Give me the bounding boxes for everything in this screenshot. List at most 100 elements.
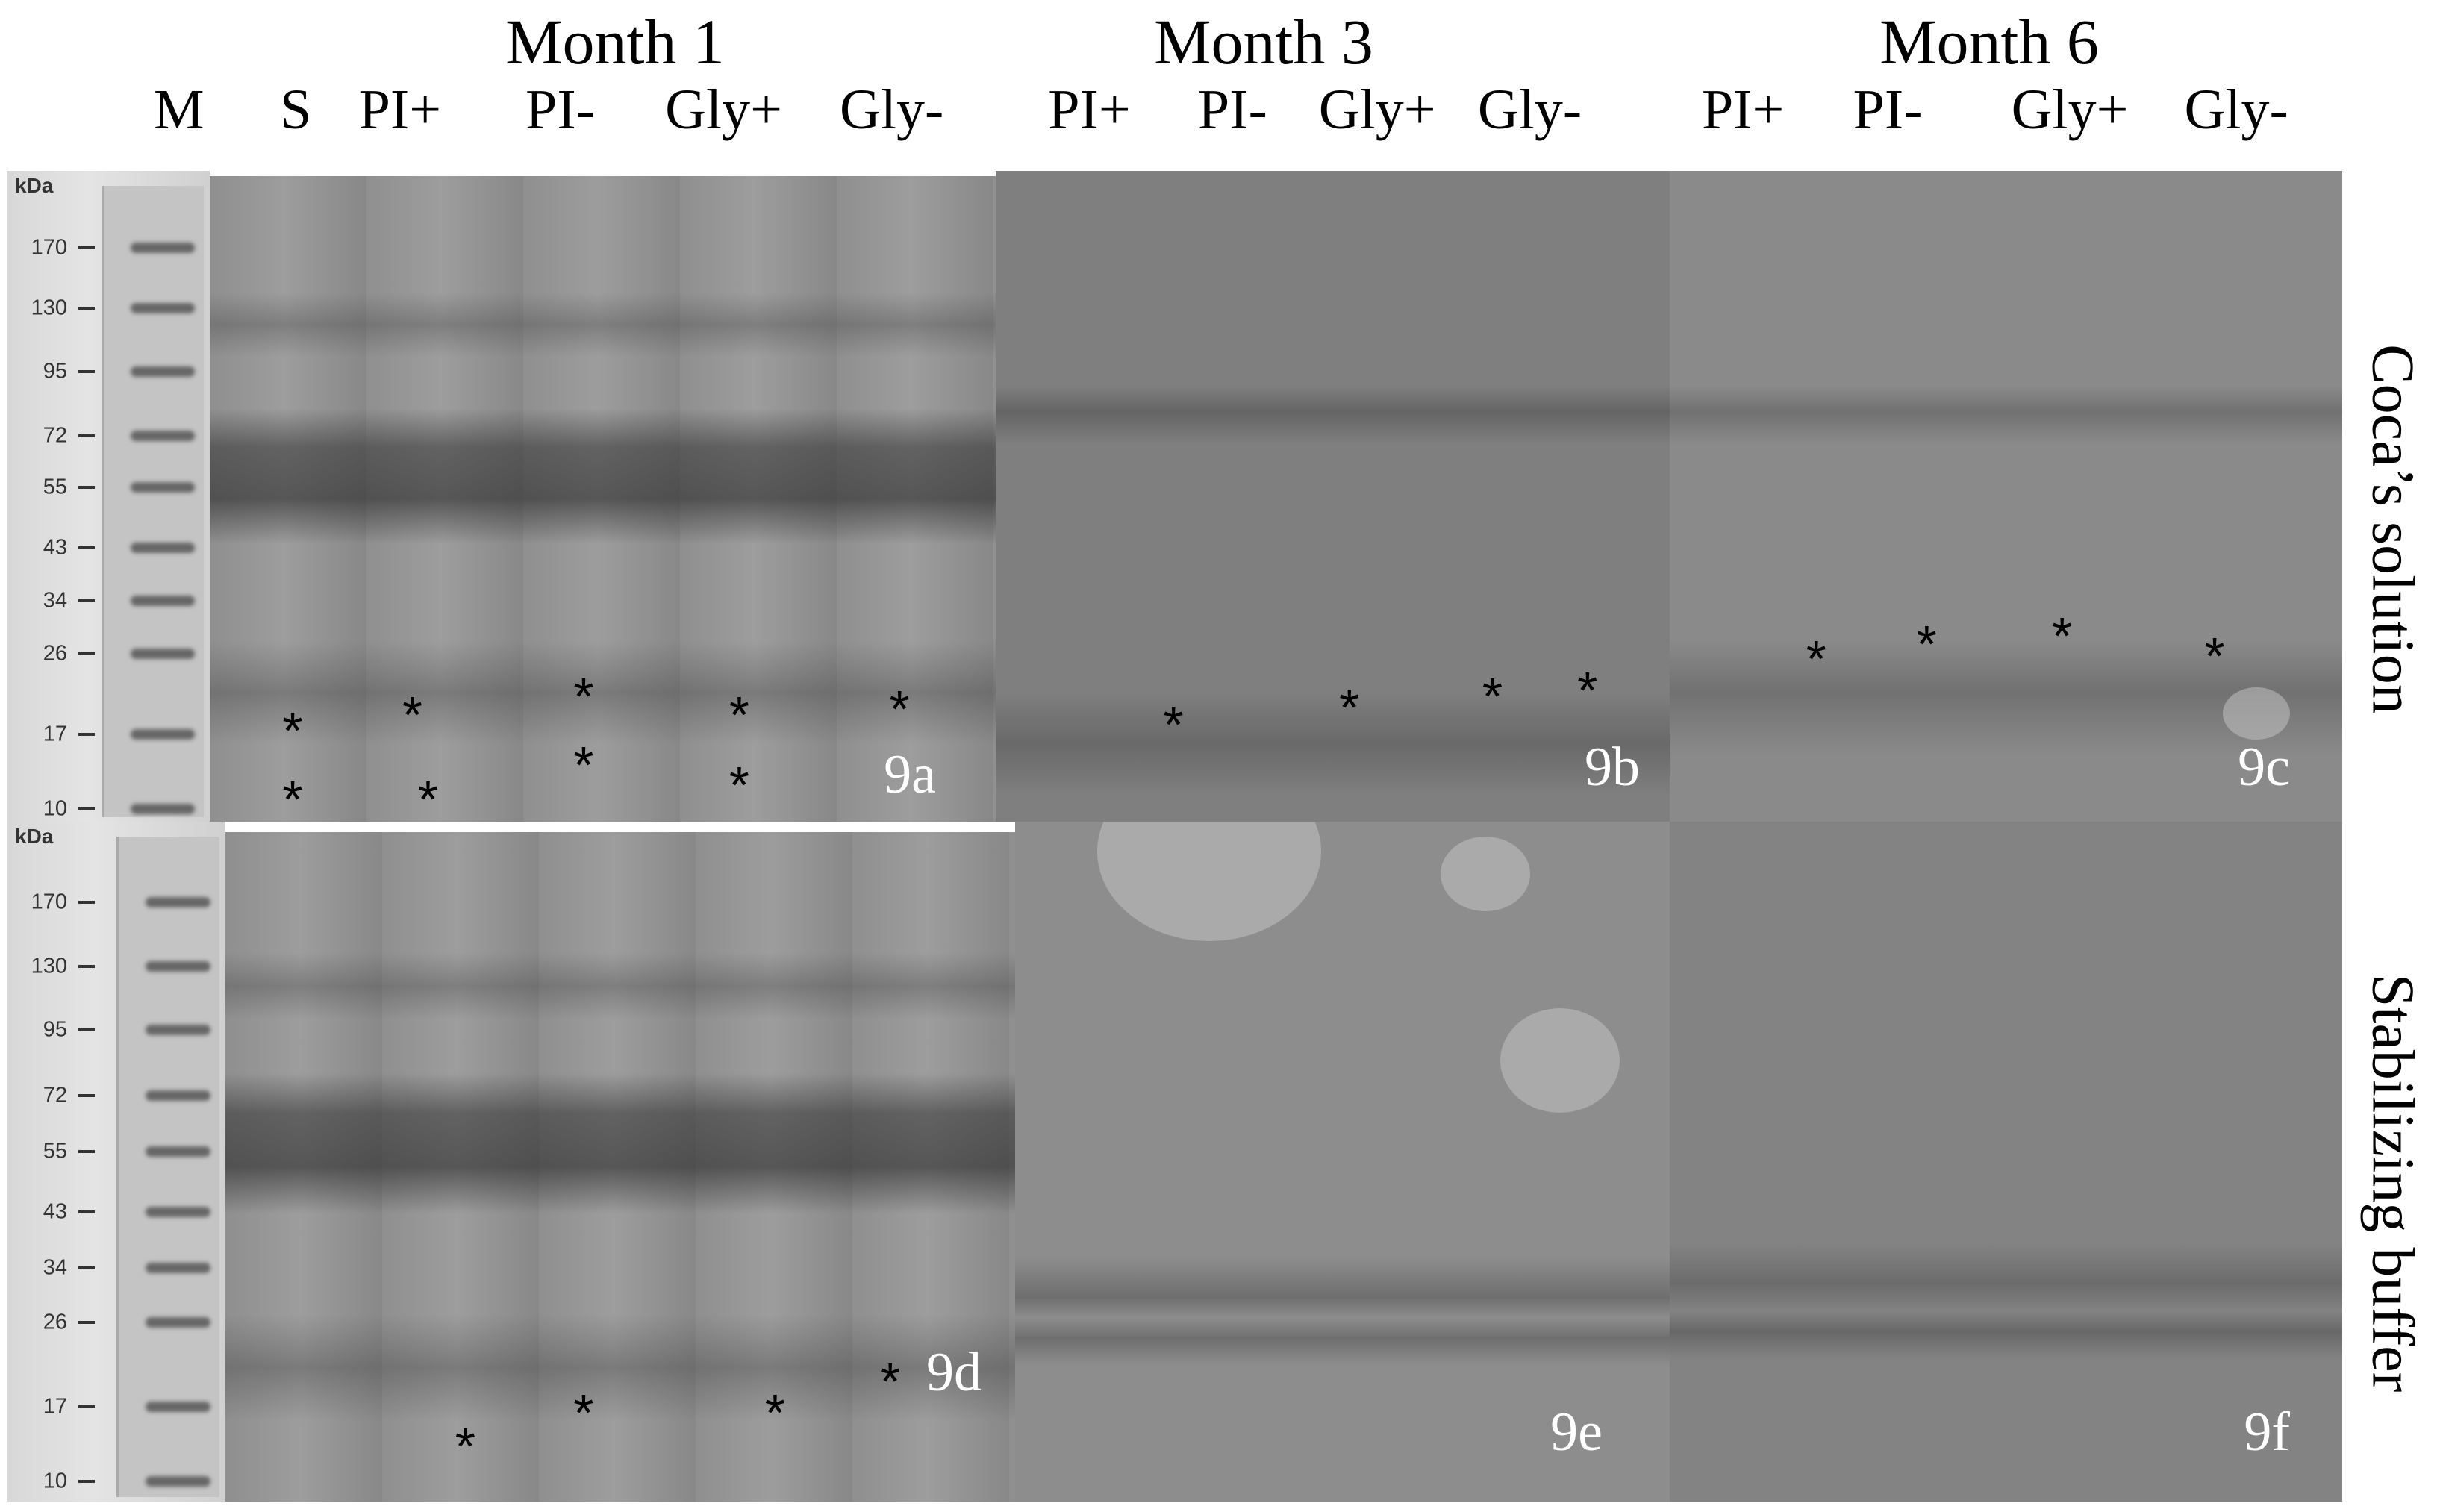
- lane-label: S: [280, 78, 312, 141]
- asterisk-marker: *: [728, 756, 749, 815]
- asterisk-marker: *: [889, 680, 910, 739]
- panel-label-9d: 9d: [926, 1342, 982, 1403]
- marker-band: [146, 1401, 210, 1412]
- asterisk-marker: *: [764, 1383, 785, 1442]
- asterisk-marker: *: [1163, 695, 1184, 754]
- asterisk-marker: *: [879, 1352, 901, 1411]
- asterisk-marker: *: [1916, 614, 1937, 673]
- lane-label: PI-: [1853, 78, 1923, 141]
- marker-size-label: 10: [43, 1469, 67, 1493]
- marker-band: [146, 897, 210, 908]
- header-month-3: Month 3: [1154, 6, 1373, 78]
- marker-band: [146, 1090, 210, 1101]
- gel-panel-9b: 9b: [996, 171, 1670, 822]
- marker-band: [131, 481, 195, 493]
- marker-size-label: 26: [43, 1310, 67, 1334]
- gel-panel-9a: 9a: [210, 176, 996, 822]
- marker-tick: [78, 1028, 95, 1032]
- lane-label: PI+: [358, 78, 442, 141]
- lane-label: PI-: [1197, 78, 1267, 141]
- kda-unit-label: kDa: [15, 174, 54, 197]
- marker-tick: [78, 1093, 95, 1097]
- marker-band: [131, 302, 195, 313]
- asterisk-marker: *: [573, 736, 594, 795]
- marker-band: [146, 1475, 210, 1487]
- marker-size-label: 17: [43, 722, 67, 746]
- lane-label: PI+: [1701, 78, 1785, 141]
- marker-size-label: 17: [43, 1394, 67, 1419]
- marker-size-label: 26: [43, 641, 67, 666]
- marker-tick: [78, 306, 95, 310]
- asterisk-marker: *: [282, 702, 303, 760]
- marker-band: [131, 430, 195, 441]
- lane-label: Gly-: [2184, 78, 2288, 141]
- marker-size-label: 10: [43, 796, 67, 821]
- marker-band: [146, 960, 210, 972]
- marker-tick: [78, 733, 95, 737]
- marker-band: [146, 1146, 210, 1157]
- marker-band: [131, 729, 195, 740]
- lane-label: PI+: [1048, 78, 1131, 141]
- marker-tick: [78, 485, 95, 489]
- asterisk-marker: *: [1577, 661, 1598, 720]
- gel-panel-9c: 9c: [1670, 171, 2342, 822]
- asterisk-marker: *: [282, 770, 303, 828]
- marker-size-label: 55: [43, 1139, 67, 1163]
- lane-label: Gly+: [2011, 78, 2129, 141]
- lane-label: Gly-: [1477, 78, 1582, 141]
- marker-size-label: 130: [31, 954, 67, 978]
- panel-label-9a: 9a: [884, 744, 936, 805]
- marker-band: [131, 366, 195, 378]
- gel-panel-9e: 9e: [1015, 822, 1670, 1502]
- lane-label: Gly+: [665, 78, 782, 141]
- marker-size-label: 55: [43, 475, 67, 499]
- asterisk-marker: *: [2052, 607, 2073, 666]
- marker-tick: [78, 807, 95, 811]
- asterisk-marker: *: [402, 686, 423, 745]
- asterisk-marker: *: [1806, 630, 1826, 689]
- gel-panel-9d: 9d: [225, 832, 1015, 1502]
- marker-band: [131, 242, 195, 253]
- marker-band: [131, 595, 195, 606]
- marker-tick: [78, 1266, 95, 1270]
- marker-size-label: 43: [43, 1199, 67, 1224]
- marker-size-label: 34: [43, 588, 67, 613]
- marker-tick: [78, 1210, 95, 1214]
- marker-tick: [78, 1149, 95, 1153]
- marker-ladder-bottom: kDa 170 130 95 72 55 43 34 26 17 10: [7, 822, 225, 1502]
- asterisk-marker: *: [1339, 678, 1360, 737]
- lane-label: PI-: [525, 78, 596, 141]
- marker-band: [131, 542, 195, 553]
- marker-tick: [78, 1479, 95, 1483]
- marker-tick: [78, 964, 95, 968]
- asterisk-marker: *: [573, 1383, 594, 1442]
- marker-tick: [78, 434, 95, 437]
- asterisk-marker: *: [417, 770, 438, 828]
- marker-band: [146, 1317, 210, 1328]
- marker-band: [146, 1263, 210, 1274]
- marker-size-label: 95: [43, 1017, 67, 1042]
- marker-size-label: 170: [31, 890, 67, 914]
- marker-ladder-top: kDa 170 130 95 72 55 43 34 26 17 10: [7, 171, 210, 822]
- marker-tick: [78, 599, 95, 602]
- asterisk-marker: *: [2204, 627, 2225, 686]
- marker-size-label: 72: [43, 423, 67, 448]
- row-label-stabilizing-buffer: Stabilizing buffer: [2359, 973, 2426, 1393]
- row-label-cocas-solution: Coca’s solution: [2359, 344, 2426, 714]
- marker-tick: [78, 1321, 95, 1325]
- header-month-6: Month 6: [1879, 6, 2099, 78]
- marker-band: [131, 804, 195, 815]
- panel-label-9b: 9b: [1585, 737, 1640, 798]
- marker-band: [131, 648, 195, 659]
- marker-size-label: 130: [31, 296, 67, 320]
- asterisk-marker: *: [455, 1417, 476, 1476]
- panel-label-9f: 9f: [2244, 1402, 2290, 1463]
- marker-tick: [78, 901, 95, 905]
- marker-tick: [78, 370, 95, 374]
- asterisk-marker: *: [1482, 667, 1503, 726]
- marker-size-label: 95: [43, 359, 67, 384]
- marker-tick: [78, 1405, 95, 1408]
- panel-label-9e: 9e: [1550, 1402, 1603, 1463]
- marker-size-label: 43: [43, 535, 67, 560]
- marker-size-label: 72: [43, 1083, 67, 1108]
